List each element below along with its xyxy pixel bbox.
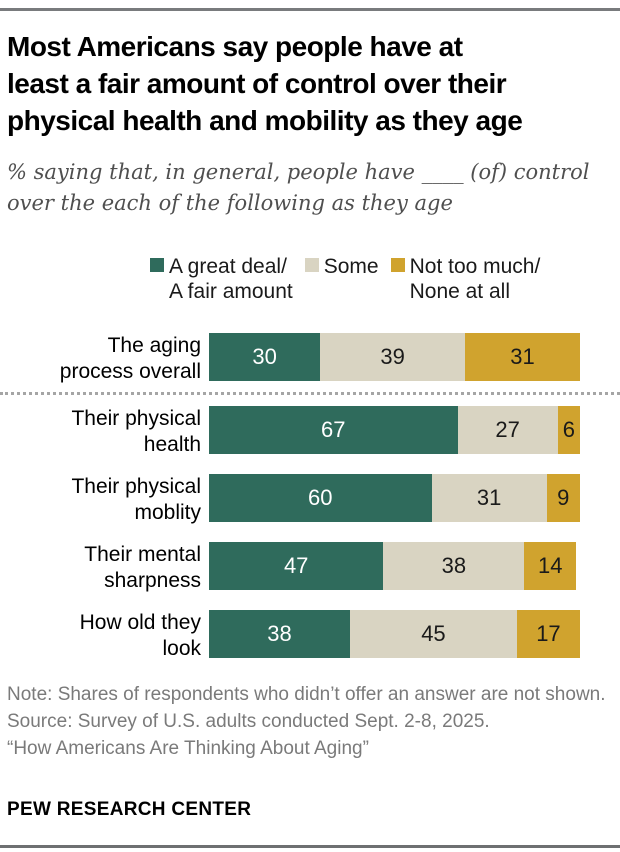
category-label-line: look bbox=[162, 637, 201, 660]
category-label-line: Their mental bbox=[84, 543, 201, 566]
top-rule bbox=[0, 8, 620, 11]
bar-value-label: 30 bbox=[252, 344, 277, 369]
bar-value-label: 38 bbox=[441, 553, 467, 578]
bar-value-label: 38 bbox=[267, 621, 292, 646]
legend-label: A great deal/A fair amount bbox=[169, 254, 293, 304]
bar-segment: 38 bbox=[209, 610, 350, 658]
legend-swatch-icon bbox=[150, 258, 164, 272]
bar-value-label: 9 bbox=[557, 485, 570, 510]
footer-notes: Note: Shares of respondents who didn’t o… bbox=[7, 681, 607, 762]
bar-value-label: 17 bbox=[536, 621, 561, 646]
legend-swatch-icon bbox=[304, 258, 319, 272]
stacked-bar: 38 45 17 bbox=[209, 610, 580, 658]
bar-segment: 17 bbox=[516, 610, 580, 658]
category-label-line: Their physical bbox=[71, 407, 201, 430]
category-label: Their mental sharpness bbox=[0, 542, 201, 594]
bar-value-label: 45 bbox=[421, 621, 446, 646]
bar-value-label: 6 bbox=[562, 417, 575, 442]
category-label-line: health bbox=[143, 433, 201, 456]
bar-segment: 60 bbox=[209, 474, 432, 522]
bar-segment: 39 bbox=[320, 333, 465, 381]
bar-segment: 45 bbox=[349, 610, 517, 658]
legend-item: Some bbox=[304, 254, 379, 279]
bar-segment: 31 bbox=[431, 474, 547, 522]
chart-row: Their physical health 67 27 6 bbox=[0, 406, 620, 458]
subtitle-line: % saying that, in general, people have _… bbox=[7, 160, 590, 184]
bar-value-label: 47 bbox=[283, 553, 309, 578]
category-label-line: sharpness bbox=[104, 569, 201, 592]
legend-label-line: Some bbox=[323, 255, 379, 278]
stacked-bar: 60 31 9 bbox=[209, 474, 580, 522]
bar-segment: 14 bbox=[524, 542, 577, 590]
bar-segment: 47 bbox=[209, 542, 384, 590]
note-text: Note: Shares of respondents who didn’t o… bbox=[7, 684, 606, 705]
bar-value-label: 60 bbox=[308, 485, 333, 510]
source-text: Source: Survey of U.S. adults conducted … bbox=[7, 711, 490, 732]
chart-row: Their mental sharpness 47 38 14 bbox=[0, 542, 620, 594]
category-label-line: moblity bbox=[134, 501, 201, 524]
bar-value-label: 14 bbox=[538, 553, 563, 578]
bar-segment: 38 bbox=[383, 542, 525, 590]
bar-value-label: 27 bbox=[495, 417, 520, 442]
subtitle-line: over the each of the following as they a… bbox=[7, 191, 453, 215]
bottom-rule bbox=[0, 845, 620, 848]
legend: A great deal/A fair amount Some Not too mu… bbox=[150, 254, 540, 304]
chart: The aging process overall 30 39 31 Their phys… bbox=[0, 333, 620, 662]
chart-row: The aging process overall 30 39 31 bbox=[0, 333, 620, 385]
bar-segment: 9 bbox=[546, 474, 580, 522]
legend-label-line: Not too much/ bbox=[409, 255, 541, 278]
bar-segment: 67 bbox=[209, 406, 458, 454]
legend-label-line: None at all bbox=[409, 280, 510, 303]
category-label-line: How old they bbox=[79, 611, 201, 634]
page-title: Most Americans say people have at least a… bbox=[7, 28, 615, 139]
bar-value-label: 31 bbox=[510, 344, 535, 369]
category-label: Their physical moblity bbox=[0, 474, 201, 526]
category-label-line: The aging bbox=[107, 334, 201, 357]
bar-value-label: 39 bbox=[380, 344, 405, 369]
chart-row: How old they look 38 45 17 bbox=[0, 610, 620, 662]
dotted-divider bbox=[0, 392, 620, 395]
legend-label-line: A fair amount bbox=[169, 280, 293, 303]
legend-item: Not too much/None at all bbox=[390, 254, 541, 304]
category-label: How old they look bbox=[0, 610, 201, 662]
category-label-line: Their physical bbox=[71, 475, 201, 498]
title-line: physical health and mobility as they age bbox=[7, 105, 523, 136]
bar-segment: 30 bbox=[209, 333, 321, 381]
category-label: The aging process overall bbox=[0, 333, 201, 385]
pew-wordmark: PEW RESEARCH CENTER bbox=[7, 799, 252, 820]
bar-value-label: 31 bbox=[476, 485, 502, 510]
category-label-line: process overall bbox=[59, 360, 201, 383]
legend-item: A great deal/A fair amount bbox=[150, 254, 293, 304]
legend-label: Some bbox=[324, 254, 379, 279]
chart-row: Their physical moblity 60 31 9 bbox=[0, 474, 620, 526]
bar-value-label: 67 bbox=[321, 417, 346, 442]
bar-segment: 6 bbox=[557, 406, 580, 454]
stacked-bar: 30 39 31 bbox=[209, 333, 580, 381]
legend-label-line: A great deal/ bbox=[169, 255, 287, 278]
stacked-bar: 47 38 14 bbox=[209, 542, 580, 590]
title-line: Most Americans say people have at bbox=[7, 31, 463, 62]
title-line: least a fair amount of control over thei… bbox=[7, 68, 507, 99]
chart-subtitle: % saying that, in general, people have _… bbox=[7, 157, 615, 219]
stacked-bar: 67 27 6 bbox=[209, 406, 580, 454]
legend-label: Not too much/None at all bbox=[410, 254, 541, 304]
report-quote: “How Americans Are Thinking About Aging” bbox=[7, 738, 369, 759]
bar-segment: 31 bbox=[464, 333, 580, 381]
category-label: Their physical health bbox=[0, 406, 201, 458]
legend-swatch-icon bbox=[390, 258, 405, 272]
bar-segment: 27 bbox=[457, 406, 558, 454]
